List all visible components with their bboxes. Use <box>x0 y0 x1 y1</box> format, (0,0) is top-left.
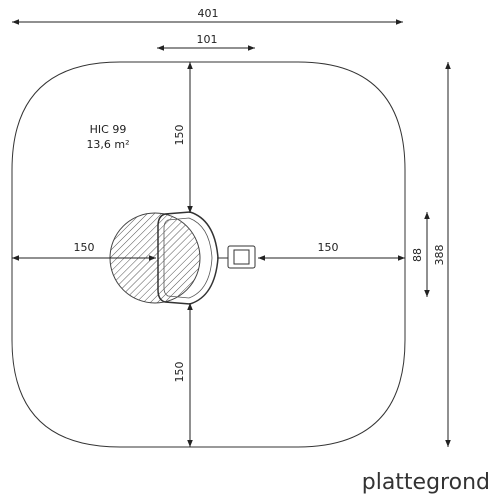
dim-label: 101 <box>197 33 218 46</box>
frame <box>157 211 219 305</box>
dim-label: 88 <box>411 248 424 262</box>
frame-inner <box>163 217 213 299</box>
safety-area <box>11 61 406 448</box>
seat <box>227 245 256 269</box>
dim-label: 401 <box>198 7 219 20</box>
caption: plattegrond <box>362 470 490 495</box>
seat-inner <box>233 249 250 265</box>
area-name: HIC 99 <box>90 123 127 136</box>
dim-label: 150 <box>318 241 339 254</box>
dim-label: 150 <box>74 241 95 254</box>
dim-label: 150 <box>173 362 186 383</box>
dim-label: 150 <box>173 125 186 146</box>
dim-label: 388 <box>433 245 446 266</box>
area-size: 13,6 m² <box>86 138 129 151</box>
